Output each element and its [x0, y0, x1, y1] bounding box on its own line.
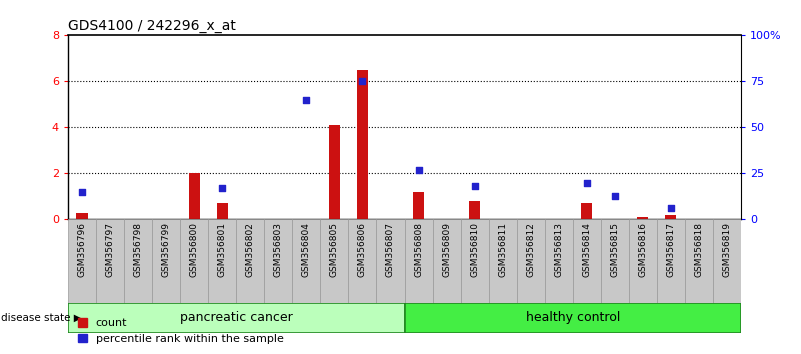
FancyBboxPatch shape: [517, 219, 545, 303]
FancyBboxPatch shape: [208, 219, 236, 303]
FancyBboxPatch shape: [124, 219, 152, 303]
FancyBboxPatch shape: [68, 303, 405, 333]
FancyBboxPatch shape: [433, 219, 461, 303]
FancyBboxPatch shape: [545, 219, 573, 303]
Text: GSM356812: GSM356812: [526, 222, 535, 277]
Text: GSM356806: GSM356806: [358, 222, 367, 277]
FancyBboxPatch shape: [573, 219, 601, 303]
Point: [609, 193, 622, 198]
FancyBboxPatch shape: [96, 219, 124, 303]
FancyBboxPatch shape: [405, 303, 741, 333]
Text: GSM356819: GSM356819: [723, 222, 731, 277]
Bar: [357, 70, 368, 219]
Bar: [665, 215, 676, 219]
Text: GSM356802: GSM356802: [246, 222, 255, 277]
FancyBboxPatch shape: [320, 219, 348, 303]
Bar: [469, 201, 481, 219]
FancyBboxPatch shape: [264, 219, 292, 303]
Bar: [189, 173, 200, 219]
FancyBboxPatch shape: [292, 219, 320, 303]
Text: pancreatic cancer: pancreatic cancer: [180, 311, 292, 324]
Bar: [638, 217, 649, 219]
Bar: [329, 125, 340, 219]
Bar: [413, 192, 425, 219]
FancyBboxPatch shape: [629, 219, 657, 303]
Legend: count, percentile rank within the sample: count, percentile rank within the sample: [74, 314, 288, 348]
Text: GSM356810: GSM356810: [470, 222, 479, 277]
Text: GSM356803: GSM356803: [274, 222, 283, 277]
Bar: [216, 203, 228, 219]
Text: GSM356818: GSM356818: [694, 222, 703, 277]
Text: GSM356808: GSM356808: [414, 222, 423, 277]
FancyBboxPatch shape: [657, 219, 685, 303]
Text: GSM356796: GSM356796: [78, 222, 87, 277]
Text: GDS4100 / 242296_x_at: GDS4100 / 242296_x_at: [68, 19, 236, 33]
Point: [468, 183, 481, 189]
Text: GSM356799: GSM356799: [162, 222, 171, 277]
FancyBboxPatch shape: [376, 219, 405, 303]
FancyBboxPatch shape: [601, 219, 629, 303]
Bar: [582, 203, 592, 219]
FancyBboxPatch shape: [713, 219, 741, 303]
Text: GSM356814: GSM356814: [582, 222, 591, 277]
Text: GSM356809: GSM356809: [442, 222, 451, 277]
Text: healthy control: healthy control: [525, 311, 620, 324]
FancyBboxPatch shape: [236, 219, 264, 303]
Bar: [77, 212, 88, 219]
Text: GSM356811: GSM356811: [498, 222, 507, 277]
Point: [580, 180, 593, 185]
Text: GSM356800: GSM356800: [190, 222, 199, 277]
Text: disease state ▶: disease state ▶: [1, 313, 82, 323]
Point: [216, 185, 229, 191]
Point: [75, 189, 89, 195]
Text: GSM356817: GSM356817: [666, 222, 675, 277]
Text: GSM356816: GSM356816: [638, 222, 647, 277]
FancyBboxPatch shape: [348, 219, 376, 303]
Text: GSM356797: GSM356797: [106, 222, 115, 277]
Point: [356, 79, 369, 84]
FancyBboxPatch shape: [405, 219, 433, 303]
Text: GSM356798: GSM356798: [134, 222, 143, 277]
Point: [413, 167, 425, 173]
FancyBboxPatch shape: [68, 219, 96, 303]
Text: GSM356805: GSM356805: [330, 222, 339, 277]
Text: GSM356813: GSM356813: [554, 222, 563, 277]
Text: GSM356807: GSM356807: [386, 222, 395, 277]
FancyBboxPatch shape: [461, 219, 489, 303]
FancyBboxPatch shape: [180, 219, 208, 303]
Point: [665, 206, 678, 211]
FancyBboxPatch shape: [152, 219, 180, 303]
FancyBboxPatch shape: [489, 219, 517, 303]
FancyBboxPatch shape: [685, 219, 713, 303]
Text: GSM356815: GSM356815: [610, 222, 619, 277]
Text: GSM356801: GSM356801: [218, 222, 227, 277]
Text: GSM356804: GSM356804: [302, 222, 311, 277]
Point: [300, 97, 312, 103]
